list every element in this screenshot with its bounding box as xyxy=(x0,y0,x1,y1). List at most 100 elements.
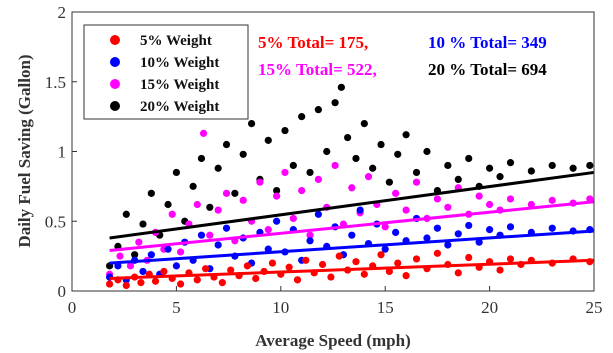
data-point xyxy=(314,210,322,218)
legend-label: 20% Weight xyxy=(140,99,219,115)
data-point xyxy=(302,256,310,264)
y-tick-label: 2 xyxy=(58,3,67,22)
x-tick-label: 25 xyxy=(586,298,603,317)
data-point xyxy=(168,210,176,218)
total-annotation: 15% Total= 522, xyxy=(258,60,377,79)
data-point xyxy=(222,189,231,197)
data-point xyxy=(344,133,352,142)
data-point xyxy=(289,161,297,170)
data-point xyxy=(147,189,155,197)
data-point xyxy=(433,249,441,257)
data-point xyxy=(252,274,260,283)
data-point xyxy=(496,173,504,181)
legend-marker xyxy=(110,57,120,67)
data-point xyxy=(122,281,130,290)
data-point xyxy=(239,150,247,158)
data-point xyxy=(193,200,201,209)
x-tick-label: 20 xyxy=(481,298,498,317)
data-point xyxy=(222,224,231,232)
x-axis-ticks: 0 5 10 15 20 25 xyxy=(68,286,603,317)
data-point xyxy=(193,276,201,284)
y-tick-label: 1 xyxy=(58,143,67,162)
y-axis-ticks: 0 0.5 1 1.5 2 xyxy=(45,3,77,301)
data-point xyxy=(506,255,515,263)
data-point xyxy=(381,223,389,231)
data-point xyxy=(377,251,385,259)
data-point xyxy=(352,258,360,266)
data-point xyxy=(264,226,272,234)
data-point xyxy=(176,248,185,256)
data-point xyxy=(331,99,339,107)
total-annotation: 5% Total= 175, xyxy=(258,33,368,52)
data-point xyxy=(314,106,322,114)
data-point xyxy=(412,178,421,186)
data-point xyxy=(164,245,172,253)
data-point xyxy=(337,83,345,91)
data-point xyxy=(206,203,214,211)
data-point xyxy=(306,231,314,239)
trend-line xyxy=(109,200,595,253)
data-point xyxy=(264,245,272,253)
data-point xyxy=(160,267,168,276)
data-point xyxy=(122,210,130,218)
data-point xyxy=(394,259,402,267)
data-point xyxy=(227,266,235,274)
legend-marker xyxy=(110,79,120,89)
data-point xyxy=(214,241,222,249)
data-point xyxy=(364,173,373,181)
data-point xyxy=(318,260,327,269)
data-point xyxy=(392,189,400,197)
data-point xyxy=(268,259,277,267)
data-point xyxy=(172,262,180,270)
data-point xyxy=(139,267,147,276)
data-point xyxy=(281,126,289,135)
data-point xyxy=(412,255,421,263)
data-point xyxy=(298,186,306,195)
data-point xyxy=(360,270,368,278)
data-point xyxy=(199,129,208,137)
data-point xyxy=(548,224,556,232)
data-point xyxy=(327,273,335,281)
data-point xyxy=(444,203,452,211)
data-point xyxy=(105,280,114,288)
data-point xyxy=(281,168,289,177)
data-point xyxy=(218,279,226,287)
data-point xyxy=(306,168,314,177)
data-point xyxy=(314,175,322,183)
data-point xyxy=(293,276,302,284)
data-point xyxy=(137,279,145,287)
data-point xyxy=(444,161,452,170)
data-point xyxy=(506,195,515,203)
legend-label: 10% Weight xyxy=(140,55,219,71)
data-point xyxy=(360,120,368,128)
data-point xyxy=(273,217,281,225)
data-point xyxy=(331,161,339,170)
data-point xyxy=(385,178,393,186)
data-point xyxy=(298,113,306,121)
data-point xyxy=(197,154,206,163)
legend-marker xyxy=(110,35,120,45)
total-annotation: 10 % Total= 349 xyxy=(428,33,547,52)
data-point xyxy=(527,167,535,175)
data-point xyxy=(116,252,124,260)
data-point xyxy=(475,192,483,200)
data-point xyxy=(392,228,400,237)
data-point xyxy=(548,196,556,204)
data-point xyxy=(306,237,314,245)
data-point xyxy=(465,253,473,262)
data-point xyxy=(444,241,452,249)
data-point xyxy=(147,251,155,259)
x-tick-label: 10 xyxy=(272,298,289,317)
data-point xyxy=(164,200,172,209)
trend-lines xyxy=(109,170,595,280)
data-point xyxy=(289,214,297,223)
data-point xyxy=(465,221,473,230)
data-point xyxy=(377,140,385,149)
data-point xyxy=(239,196,247,204)
data-point xyxy=(486,226,494,234)
data-point xyxy=(197,231,206,239)
data-point xyxy=(506,159,515,167)
data-point xyxy=(486,200,494,209)
data-point xyxy=(433,195,441,203)
